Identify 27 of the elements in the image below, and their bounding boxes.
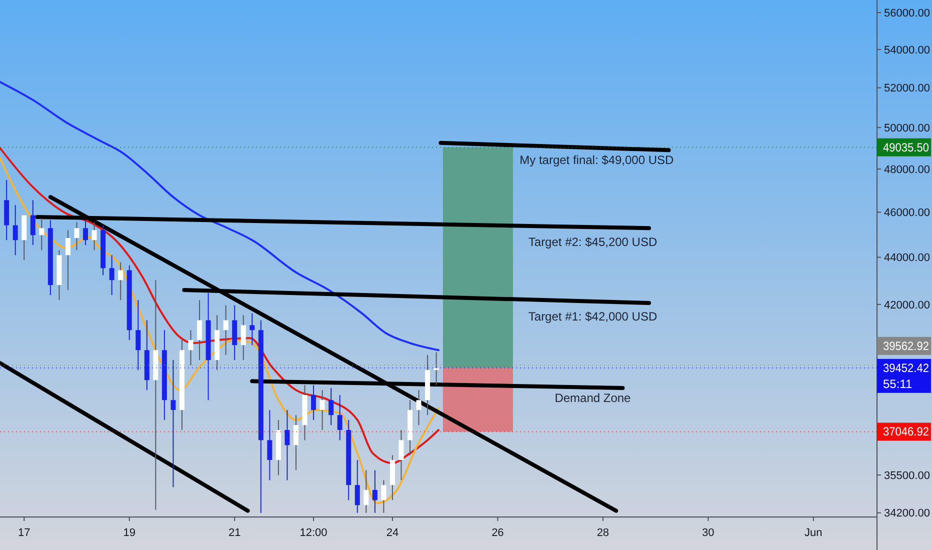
- x-tick-label: 17: [18, 527, 30, 539]
- annotation: Target #2: $45,200 USD: [528, 234, 658, 249]
- ref-line-label: 39452.42 55:11: [883, 360, 932, 391]
- y-tick-label: 50000.00: [884, 122, 930, 134]
- x-tick-label: 19: [123, 527, 136, 539]
- y-tick-label: 34200.00: [884, 508, 930, 520]
- y-tick-label: 46000.00: [884, 207, 930, 219]
- y-tick-label: 54000.00: [884, 44, 930, 56]
- y-tick-label: 35500.00: [884, 470, 930, 482]
- y-tick-label: 48000.00: [884, 164, 930, 176]
- x-tick-label: Jun: [804, 527, 822, 539]
- y-tick-label: 56000.00: [884, 7, 930, 20]
- x-tick-label: 30: [702, 527, 714, 539]
- x-tick-label: 26: [492, 527, 504, 539]
- x-tick-label: 28: [596, 527, 610, 539]
- y-tick-label: 52000.00: [884, 82, 930, 95]
- annotation: My target final: $49,000 USD: [520, 153, 674, 168]
- x-tick-label: 12:00: [300, 527, 328, 539]
- ref-line-label: 37046.92: [883, 424, 932, 439]
- annotation: Demand Zone: [554, 390, 632, 405]
- y-tick-label: 44000.00: [884, 252, 930, 264]
- ref-line-label: 39562.92: [883, 338, 932, 353]
- y-tick-label: 42000.00: [884, 299, 930, 312]
- ref-line-label: 49035.50: [883, 140, 932, 154]
- x-tick-label: 21: [228, 527, 241, 539]
- x-tick-label: 24: [386, 527, 399, 539]
- annotation: Target #1: $42,000 USD: [528, 309, 658, 324]
